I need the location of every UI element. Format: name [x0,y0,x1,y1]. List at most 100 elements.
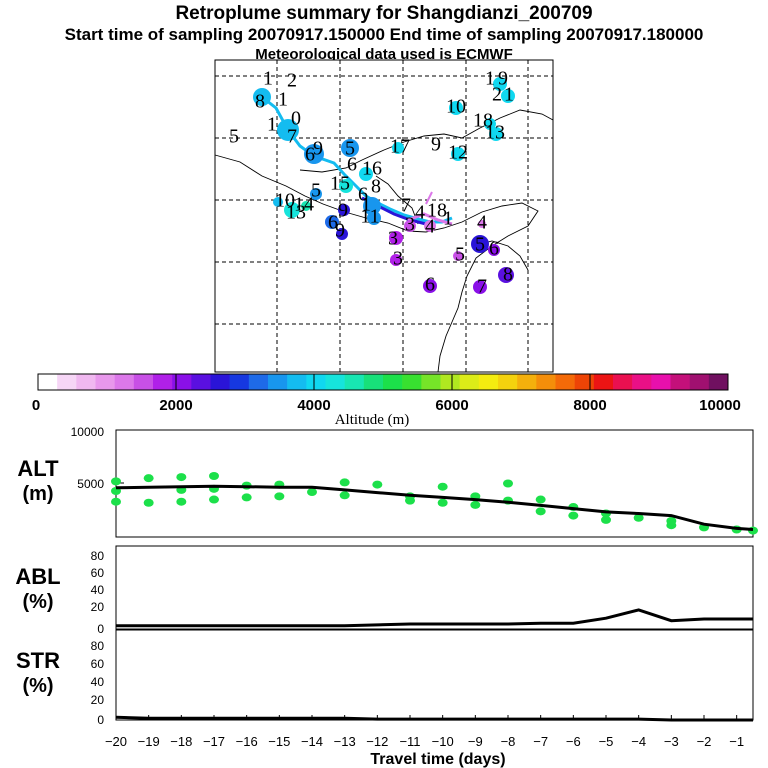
map-plume-circles [253,77,515,294]
colorbar-swatch [440,374,460,390]
plume-circle [367,211,381,225]
map-time-label: 8 [255,91,265,113]
colorbar-swatch [114,374,135,390]
str-tick-label: 80 [91,639,105,653]
alt-particle-cluster [372,480,383,489]
alt-axis-unit: (m) [22,483,53,505]
map-time-label: 10 [446,96,466,118]
str-tick-label: 60 [91,657,105,671]
x-tick-label: −14 [301,734,323,749]
colorbar-tick-label: 6000 [435,397,468,414]
x-tick-label: −18 [170,734,192,749]
abl-tick-label: 20 [91,600,105,614]
colorbar-swatch [306,374,326,390]
map-time-label: 3 [388,228,398,250]
colorbar-swatch [498,374,518,390]
colorbar-swatch [325,374,345,390]
altitude-colorbar: 0 2000 4000 6000 8000 10000 Altitude (m) [32,373,741,428]
x-tick-label: −7 [533,734,548,749]
alt-particle-cluster [274,492,285,501]
str-axis-unit: (%) [22,675,53,697]
colorbar-swatch [613,374,633,390]
abl-tick-label: 60 [91,566,105,580]
alt-particle-cluster [307,488,317,497]
alt-tick-label: 10000 [71,425,105,439]
x-tick-label: −17 [203,734,225,749]
alt-plot-frame [115,429,754,538]
map-time-label: 2 [287,70,297,92]
plume-circle [389,231,403,245]
map-time-label: 4 [425,216,435,238]
alt-particle-cluster [405,496,415,505]
plume-circle [339,179,353,193]
abl-tick-label: 80 [91,549,105,563]
map-time-label: 5 [475,234,485,256]
alt-particle-cluster [535,495,546,504]
str-tick-label: 0 [97,713,104,727]
map-time-label: 6 [328,212,338,234]
colorbar-swatch [459,374,480,390]
x-tick-label: −15 [268,734,290,749]
map-time-label: 4 [415,202,425,224]
met-data-note: Meteorological data used is ECMWF [255,46,513,63]
colorbar-swatch [229,374,250,390]
plume-circle [471,235,489,253]
colorbar-swatch [670,374,690,390]
map-time-label: 8 [503,264,513,286]
map-time-label: 1 [267,114,277,136]
map-time-label: 12 [448,142,468,164]
map-time-label: 16 [362,158,382,180]
x-tick-label: −19 [138,734,160,749]
map-time-label: 11 [360,206,379,228]
plume-circle [493,77,507,91]
alt-particle-cluster [437,482,448,491]
alt-particle-cluster [339,478,350,487]
x-axis-title: Travel time (days) [370,751,505,768]
colorbar-swatch [287,374,307,390]
alt-particle-cluster [503,479,513,488]
plume-circle [304,144,324,164]
str-tick-label: 20 [91,693,105,707]
colorbar-swatch [689,374,710,390]
plume-circle [404,220,416,232]
map-time-label: 15 [330,173,350,195]
abl-line [116,608,753,628]
x-tick-label: −9 [468,734,483,749]
plume-circle [301,201,311,211]
map-time-label: 18 [473,110,493,132]
alt-particle-cluster [437,498,448,507]
abl-panel: 80 60 40 20 0 ABL (%) [15,545,754,636]
map-time-label: 1 [504,84,514,106]
plume-circle [325,215,339,229]
alt-panel: 10000 5000 ALT (m) [17,425,758,538]
alt-particle-cluster [339,491,350,500]
colorbar-swatch [210,374,230,390]
colorbar-swatch [421,374,441,390]
plume-circle [392,142,404,154]
abl-tick-label: 40 [91,583,105,597]
plume-circle [473,280,487,294]
map-time-label: 5 [311,180,321,202]
alt-particle-cluster [601,515,611,524]
plume-circle [489,127,503,141]
colorbar-tick-label: 10000 [699,397,741,414]
x-tick-label: −10 [432,734,454,749]
colorbar-swatch [555,374,575,390]
str-panel: 80 60 40 20 0 STR (%) −20 −19 −18 −17 −16 −15… [16,629,754,768]
colorbar-swatch [95,374,115,390]
map-time-label: 6 [425,274,435,296]
colorbar-swatch [344,374,365,390]
alt-mean-line [115,484,754,531]
map-time-label: 1 [278,89,288,111]
map-time-label: 10 [275,190,295,212]
colorbar-swatch [593,374,614,390]
colorbar-swatch [402,374,422,390]
x-tick-label: −6 [566,734,581,749]
map-time-label: 7 [477,276,487,298]
colorbar-swatch [383,374,403,390]
colorbar-swatch [133,374,154,390]
colorbar-label: Altitude (m) [335,412,410,428]
alt-particle-cluster [143,498,154,507]
sampling-times: Start time of sampling 20070917.150000 E… [64,25,704,44]
